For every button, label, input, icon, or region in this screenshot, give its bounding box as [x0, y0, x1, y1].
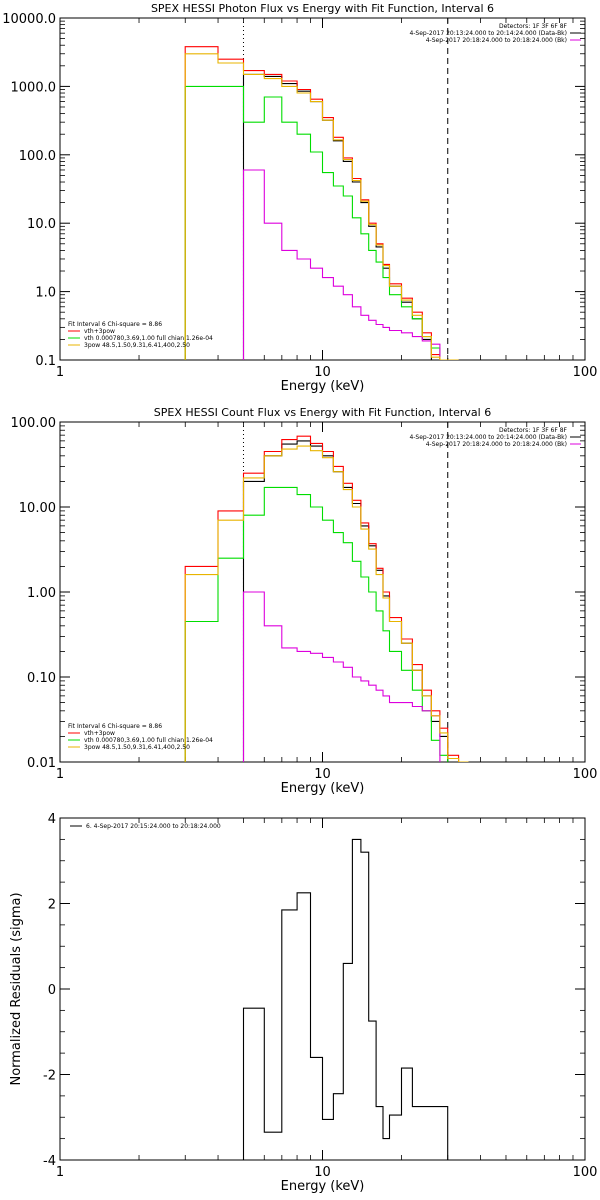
x-tick-label: 10	[314, 365, 331, 380]
y-tick-label: 1.0	[35, 286, 56, 301]
y-tick-label: 0	[48, 983, 56, 998]
x-axis-label: Energy (keV)	[281, 781, 365, 796]
y-tick-label: 10000.0	[2, 12, 56, 27]
y-tick-label: 4	[48, 812, 56, 827]
y-tick-label: 1.00	[27, 586, 56, 601]
legend-entry: vth 0.000780,3.69,1.00 full chian 1.26e-…	[84, 335, 213, 342]
y-tick-label: 2	[48, 898, 56, 913]
series-line-1	[242, 73, 448, 360]
series-line-3	[184, 85, 448, 360]
x-tick-label: 1	[56, 1165, 64, 1180]
y-tick-label: 100.00	[11, 416, 57, 431]
series-line-4	[242, 169, 441, 360]
legend-entry: 4-Sep-2017 20:18:24.000 to 20:18:24.000 …	[426, 37, 567, 44]
series-line-2	[184, 46, 459, 360]
plot-frame	[59, 17, 586, 361]
x-tick-label: 100	[573, 365, 598, 380]
series-line-4	[242, 591, 441, 762]
legend-entry: 4-Sep-2017 20:13:24.000 to 20:14:24.000 …	[409, 30, 567, 37]
series-line-2	[184, 435, 469, 762]
legend-entry: vth+3pow	[84, 328, 115, 335]
chart-panel-2: SPEX HESSI Count Flux vs Energy with Fit…	[11, 406, 598, 796]
chart-panel-1: SPEX HESSI Photon Flux vs Energy with Fi…	[2, 2, 597, 394]
y-axis-label: Normalized Residuals (sigma)	[9, 892, 24, 1085]
series-line-5	[184, 53, 459, 360]
chart-title: SPEX HESSI Count Flux vs Energy with Fit…	[154, 406, 491, 419]
legend-entry: vth+3pow	[84, 730, 115, 737]
y-tick-label: 100.0	[19, 149, 56, 164]
x-tick-label: 1	[56, 767, 64, 782]
y-tick-label: 0.10	[27, 671, 56, 686]
series-line-5	[184, 445, 469, 762]
y-tick-label: 0.01	[27, 756, 56, 771]
plot-frame	[59, 421, 586, 763]
series-line-1	[242, 838, 449, 1160]
x-tick-label: 1	[56, 365, 64, 380]
y-tick-label: 0.1	[35, 354, 56, 369]
y-tick-label: 10.00	[19, 501, 56, 516]
legend-entry: 4-Sep-2017 20:13:24.000 to 20:14:24.000 …	[409, 434, 567, 441]
y-tick-label: 1000.0	[11, 80, 57, 95]
legend-entry: 3pow 48.5,1.50,9.31,6.41,400,2.50	[84, 342, 190, 349]
legend-entry: Fit Interval 6 Chi-square = 8.86	[68, 321, 162, 328]
legend-entry: 6. 4-Sep-2017 20:15:24.000 to 20:18:24.0…	[86, 823, 221, 830]
legend-entry: vth 0.000780,3.69,1.00 full chian 1.26e-…	[84, 737, 213, 744]
legend-entry: 4-Sep-2017 20:18:24.000 to 20:18:24.000 …	[426, 441, 567, 448]
y-tick-label: -4	[43, 1154, 56, 1169]
legend-entry: Detectors: 1F 3F 6F 8F	[499, 427, 568, 434]
x-tick-label: 10	[314, 767, 331, 782]
x-axis-label: Energy (keV)	[281, 1179, 365, 1194]
x-tick-label: 100	[573, 1165, 598, 1180]
x-tick-label: 10	[314, 1165, 331, 1180]
x-tick-label: 100	[573, 767, 598, 782]
chart-panel-3: 1 10 100 Energy (keV) -4 -2 0 2 4 Normalized Resi…	[9, 812, 597, 1194]
legend-entry: 3pow 48.5,1.50,9.31,6.41,400,2.50	[84, 744, 190, 751]
y-tick-label: 10.0	[27, 217, 56, 232]
legend-entry: Fit Interval 6 Chi-square = 8.86	[68, 723, 162, 730]
y-tick-label: -2	[43, 1069, 56, 1084]
chart-title: SPEX HESSI Photon Flux vs Energy with Fi…	[151, 2, 494, 15]
legend-entry: Detectors: 1F 3F 6F 8F	[499, 23, 568, 30]
series-line-3	[184, 486, 449, 762]
x-axis-label: Energy (keV)	[281, 379, 365, 394]
